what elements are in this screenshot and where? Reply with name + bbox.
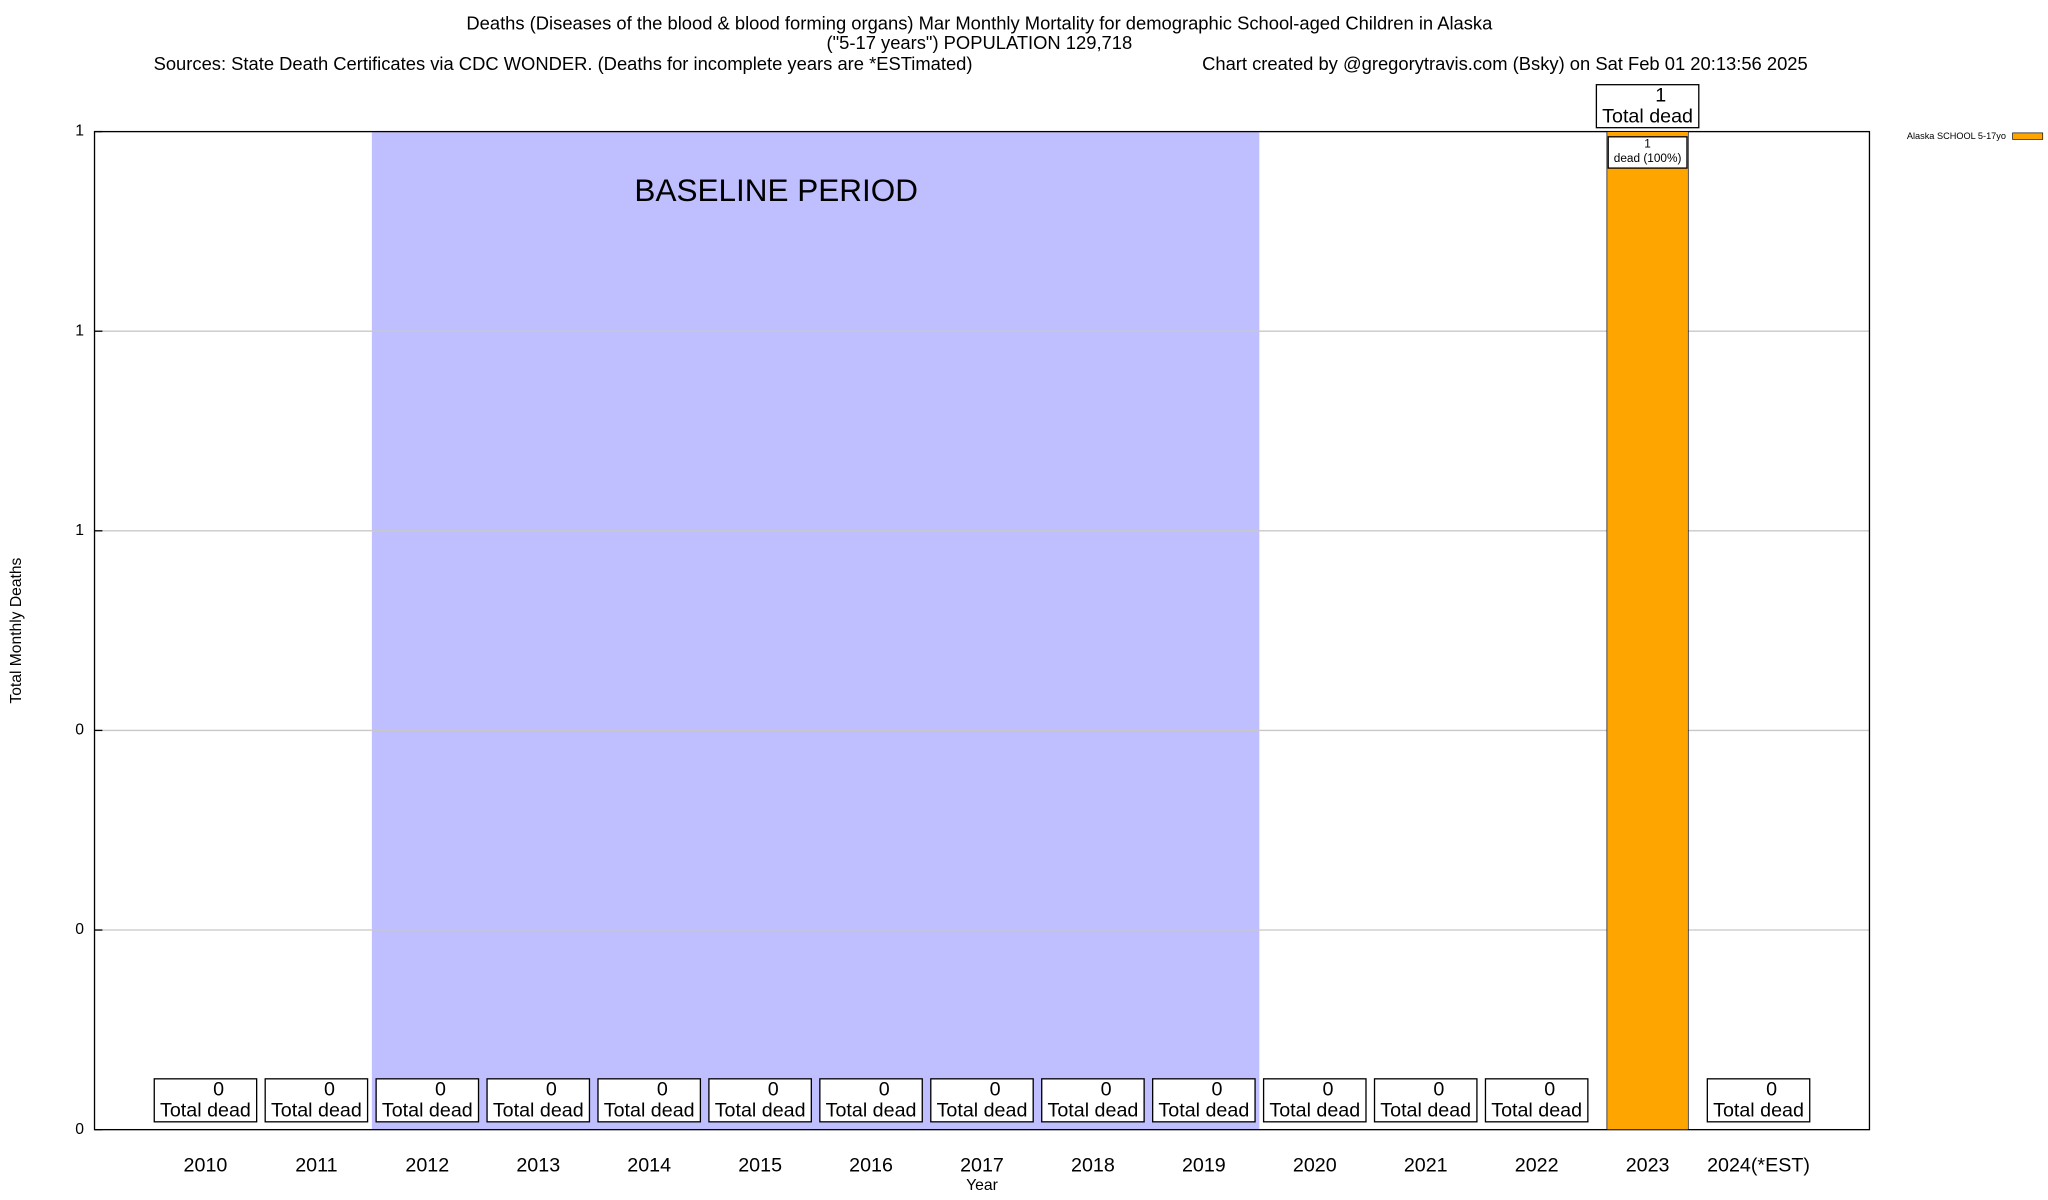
bar	[1606, 131, 1689, 1130]
label-box	[1262, 1078, 1367, 1123]
label-box	[153, 1078, 258, 1123]
total-value-label: 0	[1212, 1079, 1223, 1101]
total-value-label: 0	[546, 1079, 557, 1101]
total-value-label: 0	[1101, 1079, 1112, 1101]
x-tick-label: 2011	[295, 1154, 337, 1176]
total-value-label: 0	[1433, 1079, 1444, 1101]
total-label: Total dead	[1048, 1100, 1139, 1122]
total-label: Total dead	[937, 1100, 1028, 1122]
label-box	[1041, 1078, 1145, 1123]
total-value-label: 0	[990, 1079, 1001, 1101]
label-box	[1706, 1078, 1811, 1123]
total-label: Total dead	[826, 1100, 917, 1122]
x-tick-label: 2012	[405, 1154, 449, 1176]
label-box	[819, 1078, 923, 1123]
legend-label: Alaska SCHOOL 5-17yo	[1907, 131, 2006, 141]
label-box	[1373, 1078, 1478, 1123]
total-value-label: 0	[879, 1079, 890, 1101]
label-box	[375, 1078, 480, 1123]
chart-subtitle: ("5-17 years") POPULATION 129,718	[827, 32, 1133, 53]
baseline-period	[371, 131, 1260, 1130]
x-tick-label: 2020	[1293, 1154, 1337, 1176]
x-tick-label: 2017	[960, 1154, 1004, 1176]
credit: Chart created by @gregorytravis.com (Bsk…	[1202, 53, 1808, 74]
total-label: Total dead	[493, 1100, 584, 1122]
x-tick-label: 2016	[849, 1154, 893, 1176]
sources: Sources: State Death Certificates via CD…	[154, 53, 973, 74]
label-box	[1484, 1078, 1589, 1123]
plot-frame	[93, 130, 1871, 1131]
x-tick-label: 2024(*EST)	[1707, 1154, 1810, 1176]
legend-swatch	[2012, 132, 2044, 140]
x-tick-label: 2023	[1626, 1154, 1670, 1176]
total-label: Total dead	[382, 1100, 473, 1122]
chart-title: Deaths (Diseases of the blood & blood fo…	[466, 13, 1493, 34]
total-label: Total dead	[604, 1100, 695, 1122]
y-tick-label: 0	[75, 722, 84, 739]
total-label: Total dead	[271, 1100, 362, 1122]
label-box	[708, 1078, 812, 1123]
total-value-label: 0	[1322, 1079, 1333, 1101]
label-box	[597, 1078, 702, 1123]
total-label: Total dead	[1380, 1100, 1471, 1122]
label-box	[486, 1078, 591, 1123]
total-value-label: 0	[1766, 1079, 1777, 1101]
x-tick-label: 2015	[738, 1154, 782, 1176]
total-label: Total dead	[1491, 1100, 1582, 1122]
total-label: Total dead	[1269, 1100, 1360, 1122]
label-box	[1607, 136, 1688, 169]
total-label: Total dead	[1713, 1100, 1804, 1122]
y-axis-label: Total Monthly Deaths	[8, 558, 25, 704]
label-box	[930, 1078, 1034, 1123]
y-tick-label: 1	[75, 522, 84, 539]
total-value-label: 0	[213, 1079, 224, 1101]
total-value-label: 1	[1655, 85, 1666, 107]
x-tick-label: 2014	[627, 1154, 671, 1176]
y-tick-label: 0	[75, 1121, 84, 1138]
label-box	[1152, 1078, 1256, 1123]
total-value-label: 0	[657, 1079, 668, 1101]
x-tick-label: 2018	[1071, 1154, 1115, 1176]
y-tick-label: 1	[75, 322, 84, 339]
x-tick-label: 2022	[1515, 1154, 1559, 1176]
inner-label: dead (100%)	[1614, 152, 1682, 165]
baseline-label: BASELINE PERIOD	[634, 173, 918, 208]
total-value-label: 0	[324, 1079, 335, 1101]
total-label: Total dead	[1602, 105, 1693, 127]
label-box	[1595, 84, 1700, 129]
total-value-label: 0	[768, 1079, 779, 1101]
inner-value-label: 1	[1644, 138, 1651, 151]
x-tick-label: 2013	[516, 1154, 560, 1176]
total-label: Total dead	[160, 1100, 251, 1122]
x-tick-label: 2021	[1404, 1154, 1448, 1176]
x-tick-label: 2019	[1182, 1154, 1226, 1176]
y-tick-label: 0	[75, 921, 84, 938]
total-value-label: 0	[1544, 1079, 1555, 1101]
x-tick-label: 2010	[184, 1154, 228, 1176]
total-label: Total dead	[1158, 1100, 1249, 1122]
x-axis-label: Year	[966, 1177, 998, 1194]
y-tick-label: 1	[75, 123, 84, 140]
total-label: Total dead	[715, 1100, 806, 1122]
total-value-label: 0	[435, 1079, 446, 1101]
label-box	[264, 1078, 369, 1123]
